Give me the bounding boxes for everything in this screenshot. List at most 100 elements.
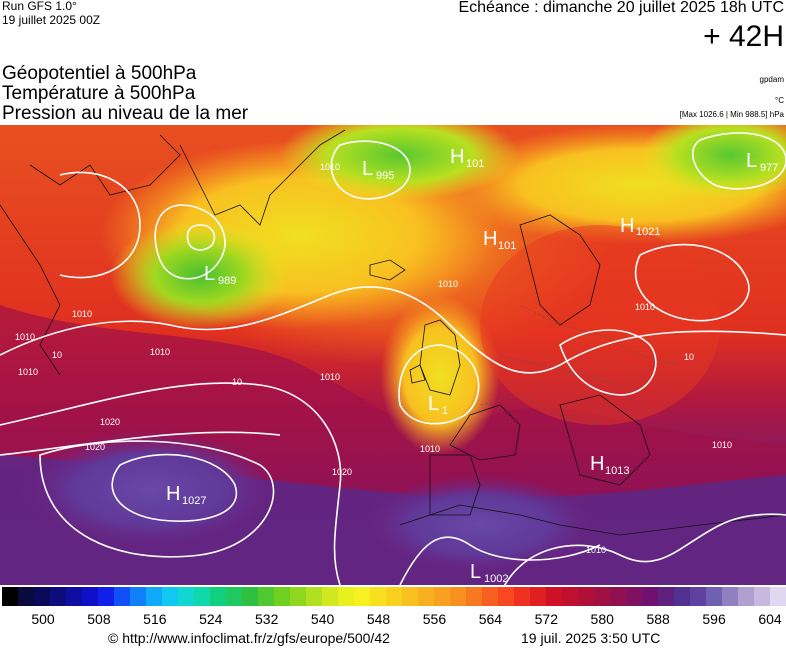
system-type: L <box>362 158 373 180</box>
color-swatch <box>258 587 274 606</box>
color-swatch <box>690 587 706 606</box>
color-swatch <box>658 587 674 606</box>
isobar-label: 10 <box>232 377 242 387</box>
color-swatch <box>338 587 354 606</box>
color-swatch <box>626 587 642 606</box>
system-type: L <box>204 263 215 285</box>
isobar-label: 1020 <box>332 467 352 477</box>
scale-tick-label: 524 <box>199 611 223 627</box>
system-type: H <box>590 453 604 475</box>
system-type: L <box>746 150 757 172</box>
scale-tick-label: 564 <box>478 611 503 627</box>
isobar-label: 1010 <box>586 545 606 555</box>
scale-tick-label: 532 <box>255 611 279 627</box>
color-swatch <box>66 587 82 606</box>
color-swatch <box>402 587 418 606</box>
scale-tick-label: 588 <box>646 611 670 627</box>
color-swatch <box>50 587 66 606</box>
scale-tick-label: 580 <box>590 611 614 627</box>
color-swatch <box>770 587 786 606</box>
color-swatch <box>754 587 770 606</box>
lead-time: + 42H <box>703 20 784 53</box>
isobars <box>0 132 786 585</box>
system-type: L <box>428 393 439 415</box>
borders <box>479 304 681 426</box>
color-swatch <box>370 587 386 606</box>
isobar-label: 10 <box>52 350 62 360</box>
system-value: 101 <box>466 158 484 170</box>
color-swatch <box>178 587 194 606</box>
color-swatch <box>290 587 306 606</box>
color-swatch <box>722 587 738 606</box>
coastlines <box>0 129 786 536</box>
system-type: H <box>483 228 497 250</box>
color-swatch <box>482 587 498 606</box>
isobar-label: 1010 <box>320 372 340 382</box>
color-swatch <box>226 587 242 606</box>
color-scale <box>2 587 786 606</box>
color-swatch <box>82 587 98 606</box>
color-swatch <box>450 587 466 606</box>
scale-tick-label: 516 <box>143 611 167 627</box>
color-swatch <box>194 587 210 606</box>
weather-map: L 995 H 101 L 977 H 101 H 1021 L 989 L 1… <box>0 125 786 585</box>
color-swatch <box>466 587 482 606</box>
color-swatch <box>514 587 530 606</box>
isobar-label: 1010 <box>635 302 655 312</box>
isobar-label: 1010 <box>420 444 440 454</box>
system-value: 101 <box>498 240 516 252</box>
scale-tick-label: 548 <box>366 611 391 627</box>
forecast-valid-time: Echéance : dimanche 20 juillet 2025 18h … <box>458 0 784 16</box>
color-swatch <box>498 587 514 606</box>
pressure-systems: L 995 H 101 L 977 H 101 H 1021 L 989 L 1… <box>166 146 778 585</box>
isobar-label: 1010 <box>712 440 732 450</box>
color-swatch <box>738 587 754 606</box>
title-pressure: Pression au niveau de la mer <box>2 103 249 124</box>
isobar-label: 1010 <box>438 279 458 289</box>
color-swatch <box>242 587 258 606</box>
isobar-label: 1010 <box>15 332 35 342</box>
color-swatch <box>354 587 370 606</box>
color-swatch <box>562 587 578 606</box>
isobar-label: 1010 <box>320 162 340 172</box>
color-swatch <box>2 587 18 606</box>
scale-tick-label: 596 <box>702 611 726 627</box>
unit-temperature: °C <box>775 96 784 105</box>
generated-date: 19 juil. 2025 3:50 UTC <box>521 630 661 646</box>
system-value: 1021 <box>636 226 660 238</box>
color-swatch <box>146 587 162 606</box>
color-swatch <box>18 587 34 606</box>
run-label: Run GFS 1.0° <box>2 0 77 13</box>
system-value: 989 <box>218 275 236 287</box>
system-value: 977 <box>760 162 778 174</box>
color-swatch <box>306 587 322 606</box>
color-swatch <box>642 587 658 606</box>
color-swatch <box>130 587 146 606</box>
isobar-label: 1010 <box>72 309 92 319</box>
scale-tick-label: 604 <box>758 611 782 627</box>
unit-pressure-range: [Max 1026.6 | Min 988.5] hPa <box>679 110 784 119</box>
color-swatch <box>274 587 290 606</box>
color-swatch <box>610 587 626 606</box>
color-swatch <box>530 587 546 606</box>
color-swatch <box>98 587 114 606</box>
system-type: H <box>620 215 634 237</box>
color-swatch <box>114 587 130 606</box>
color-scale-ticks: 500 508 516 524 532 540 548 556 564 572 580 588 596 6… <box>0 611 786 629</box>
system-type: H <box>450 146 464 168</box>
color-swatch <box>34 587 50 606</box>
color-swatch <box>210 587 226 606</box>
system-value: 1002 <box>484 573 508 585</box>
color-swatch <box>674 587 690 606</box>
scale-tick-label: 556 <box>422 611 447 627</box>
isobar-label: 10 <box>684 352 694 362</box>
color-swatch <box>418 587 434 606</box>
color-swatch <box>546 587 562 606</box>
title-geopotential: Géopotentiel à 500hPa <box>2 63 197 84</box>
color-swatch <box>434 587 450 606</box>
color-swatch <box>706 587 722 606</box>
title-temperature: Température à 500hPa <box>2 83 196 104</box>
color-swatch <box>162 587 178 606</box>
color-swatch <box>594 587 610 606</box>
color-swatch <box>322 587 338 606</box>
